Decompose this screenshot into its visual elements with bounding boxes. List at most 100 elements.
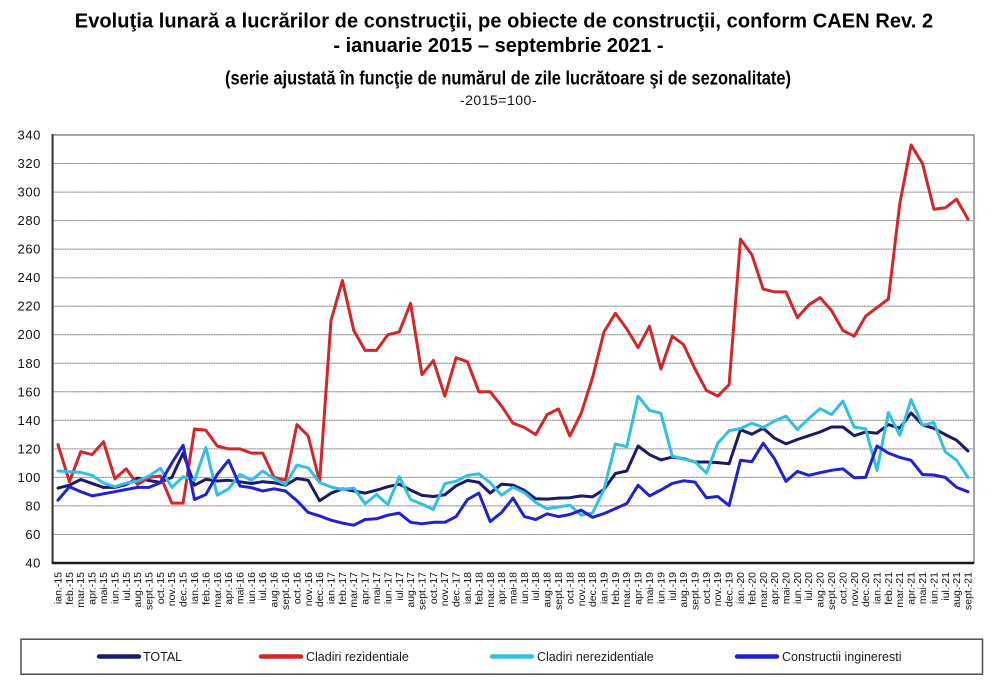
svg-text:sept.-20: sept.-20 bbox=[826, 572, 838, 610]
svg-text:TOTAL: TOTAL bbox=[143, 650, 182, 664]
svg-text:ian.-17: ian.-17 bbox=[326, 572, 338, 604]
svg-text:mai-17: mai-17 bbox=[371, 572, 383, 604]
svg-text:oct.-17: oct.-17 bbox=[428, 572, 440, 604]
svg-text:mar.-21: mar.-21 bbox=[894, 572, 906, 608]
svg-text:220: 220 bbox=[18, 299, 42, 314]
svg-text:oct.-20: oct.-20 bbox=[837, 572, 849, 604]
svg-text:140: 140 bbox=[18, 413, 42, 428]
svg-text:feb.-18: feb.-18 bbox=[473, 572, 485, 605]
svg-text:dec.-15: dec.-15 bbox=[178, 572, 190, 607]
svg-text:ian.-19: ian.-19 bbox=[599, 572, 611, 604]
svg-text:iul.-18: iul.-18 bbox=[530, 572, 542, 601]
svg-text:nov.-18: nov.-18 bbox=[576, 572, 588, 606]
svg-text:180: 180 bbox=[18, 356, 42, 371]
svg-text:feb.-15: feb.-15 bbox=[64, 572, 76, 605]
svg-text:mar.-15: mar.-15 bbox=[75, 572, 87, 608]
svg-text:nov.-20: nov.-20 bbox=[849, 572, 861, 606]
svg-text:iun.-17: iun.-17 bbox=[382, 572, 394, 604]
svg-text:mai-20: mai-20 bbox=[781, 572, 793, 604]
svg-text:feb.-21: feb.-21 bbox=[883, 572, 895, 605]
svg-text:mai-19: mai-19 bbox=[644, 572, 656, 604]
svg-text:nov.-17: nov.-17 bbox=[439, 572, 451, 606]
svg-text:oct.-15: oct.-15 bbox=[155, 572, 167, 604]
svg-text:Evoluţia lunară a lucrărilor d: Evoluţia lunară a lucrărilor de construc… bbox=[75, 11, 933, 33]
svg-text:iun.-16: iun.-16 bbox=[246, 572, 258, 604]
svg-text:iun.-18: iun.-18 bbox=[519, 572, 531, 604]
svg-text:iul.-21: iul.-21 bbox=[940, 572, 952, 601]
svg-text:mar.-20: mar.-20 bbox=[758, 572, 770, 608]
svg-text:mai-16: mai-16 bbox=[235, 572, 247, 604]
svg-text:iun.-21: iun.-21 bbox=[928, 572, 940, 604]
svg-text:80: 80 bbox=[25, 498, 41, 513]
svg-text:mar.-16: mar.-16 bbox=[212, 572, 224, 608]
svg-text:Cladiri nerezidentiale: Cladiri nerezidentiale bbox=[537, 650, 654, 664]
svg-text:ian.-21: ian.-21 bbox=[872, 572, 884, 604]
svg-text:iul.-15: iul.-15 bbox=[121, 572, 133, 601]
svg-text:mai-21: mai-21 bbox=[917, 572, 929, 604]
svg-text:feb.-16: feb.-16 bbox=[200, 572, 212, 605]
svg-text:- ianuarie 2015 – septembrie 2: - ianuarie 2015 – septembrie 2021 - bbox=[333, 35, 663, 57]
svg-text:nov.-19: nov.-19 bbox=[712, 572, 724, 606]
svg-text:iul.-19: iul.-19 bbox=[667, 572, 679, 601]
svg-text:aug.-17: aug.-17 bbox=[405, 572, 417, 608]
svg-text:oct.-16: oct.-16 bbox=[291, 572, 303, 604]
svg-text:200: 200 bbox=[18, 327, 42, 342]
svg-text:iun.-20: iun.-20 bbox=[792, 572, 804, 604]
svg-text:feb.-20: feb.-20 bbox=[746, 572, 758, 605]
svg-text:280: 280 bbox=[18, 213, 42, 228]
svg-text:dec.-16: dec.-16 bbox=[314, 572, 326, 607]
svg-text:dec.-19: dec.-19 bbox=[724, 572, 736, 607]
svg-text:aug.-19: aug.-19 bbox=[678, 572, 690, 608]
svg-text:apr.-16: apr.-16 bbox=[223, 572, 235, 605]
svg-text:sept.-17: sept.-17 bbox=[417, 572, 429, 610]
svg-text:dec.-20: dec.-20 bbox=[860, 572, 872, 607]
svg-text:feb.-17: feb.-17 bbox=[337, 572, 349, 605]
svg-text:mar.-19: mar.-19 bbox=[621, 572, 633, 608]
svg-text:340: 340 bbox=[18, 128, 42, 143]
svg-text:aug.-20: aug.-20 bbox=[815, 572, 827, 608]
svg-text:apr.-19: apr.-19 bbox=[633, 572, 645, 605]
svg-text:sept.-15: sept.-15 bbox=[144, 572, 156, 610]
svg-text:-2015=100-: -2015=100- bbox=[460, 92, 537, 108]
svg-text:apr.-20: apr.-20 bbox=[769, 572, 781, 605]
svg-text:240: 240 bbox=[18, 270, 42, 285]
svg-text:40: 40 bbox=[25, 556, 41, 571]
svg-text:ian.-16: ian.-16 bbox=[189, 572, 201, 604]
svg-text:320: 320 bbox=[18, 156, 42, 171]
svg-text:iun.-15: iun.-15 bbox=[109, 572, 121, 604]
svg-text:iul.-20: iul.-20 bbox=[803, 572, 815, 601]
svg-text:Constructii ingineresti: Constructii ingineresti bbox=[782, 650, 902, 664]
svg-text:iul.-16: iul.-16 bbox=[257, 572, 269, 601]
svg-text:sept.-18: sept.-18 bbox=[553, 572, 565, 610]
svg-text:apr.-17: apr.-17 bbox=[360, 572, 372, 605]
svg-text:mar.-17: mar.-17 bbox=[348, 572, 360, 608]
svg-text:iul.-17: iul.-17 bbox=[394, 572, 406, 601]
svg-text:aug.-18: aug.-18 bbox=[542, 572, 554, 608]
svg-text:aug.-21: aug.-21 bbox=[951, 572, 963, 608]
svg-text:nov.-16: nov.-16 bbox=[303, 572, 315, 606]
svg-text:nov.-15: nov.-15 bbox=[166, 572, 178, 606]
svg-text:60: 60 bbox=[25, 527, 41, 542]
svg-text:mai-15: mai-15 bbox=[98, 572, 110, 604]
svg-text:dec.-17: dec.-17 bbox=[451, 572, 463, 607]
svg-text:ian.-15: ian.-15 bbox=[53, 572, 65, 604]
svg-text:aug.-15: aug.-15 bbox=[132, 572, 144, 608]
svg-text:ian.-18: ian.-18 bbox=[462, 572, 474, 604]
svg-text:oct.-19: oct.-19 bbox=[701, 572, 713, 604]
svg-text:sept.-16: sept.-16 bbox=[280, 572, 292, 610]
svg-text:ian.-20: ian.-20 bbox=[735, 572, 747, 604]
svg-text:sept.-21: sept.-21 bbox=[963, 572, 975, 610]
svg-text:oct.-18: oct.-18 bbox=[564, 572, 576, 604]
svg-text:260: 260 bbox=[18, 242, 42, 257]
svg-text:300: 300 bbox=[18, 185, 42, 200]
svg-text:160: 160 bbox=[18, 384, 42, 399]
svg-text:apr.-21: apr.-21 bbox=[906, 572, 918, 605]
svg-text:120: 120 bbox=[18, 441, 42, 456]
svg-text:apr.-18: apr.-18 bbox=[496, 572, 508, 605]
svg-text:(serie ajustată în funcţie de: (serie ajustată în funcţie de numărul de… bbox=[225, 69, 791, 90]
svg-text:dec.-18: dec.-18 bbox=[587, 572, 599, 607]
svg-text:aug.-16: aug.-16 bbox=[269, 572, 281, 608]
svg-text:100: 100 bbox=[18, 470, 42, 485]
svg-text:mai-18: mai-18 bbox=[508, 572, 520, 604]
svg-text:feb.-19: feb.-19 bbox=[610, 572, 622, 605]
